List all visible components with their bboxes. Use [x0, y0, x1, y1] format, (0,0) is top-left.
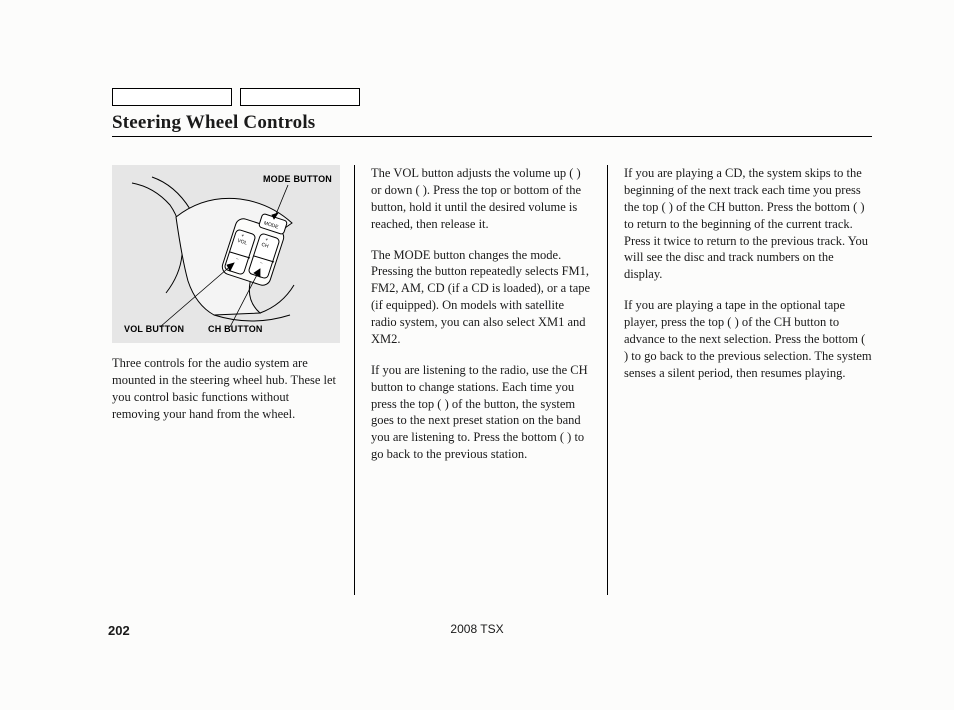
page-number: 202: [108, 623, 130, 638]
col1-para-1: Three controls for the audio system are …: [112, 355, 338, 423]
diagram-label-vol: VOL BUTTON: [124, 323, 184, 335]
header-box-2: [240, 88, 360, 106]
header-box-1: [112, 88, 232, 106]
column-2: The VOL button adjusts the volume up ( )…: [354, 165, 608, 595]
column-1: MODE VOL CH − − + + MODE: [112, 165, 354, 595]
diagram-label-ch: CH BUTTON: [208, 323, 263, 335]
steering-wheel-diagram: MODE VOL CH − − + + MODE: [112, 165, 340, 343]
col2-para-3: If you are listening to the radio, use t…: [371, 362, 591, 463]
col2-para-1: The VOL button adjusts the volume up ( )…: [371, 165, 591, 233]
col2-para-2: The MODE button changes the mode. Pressi…: [371, 247, 591, 348]
column-3: If you are playing a CD, the system skip…: [608, 165, 872, 595]
page-title: Steering Wheel Controls: [112, 112, 872, 137]
header-boxes: [112, 88, 894, 106]
col3-para-2: If you are playing a tape in the optiona…: [624, 297, 872, 381]
col3-para-1: If you are playing a CD, the system skip…: [624, 165, 872, 283]
footer-model: 2008 TSX: [450, 622, 503, 636]
steering-wheel-svg: MODE VOL CH − − + +: [112, 165, 340, 343]
diagram-label-mode: MODE BUTTON: [263, 173, 332, 185]
content-columns: MODE VOL CH − − + + MODE: [112, 165, 872, 595]
